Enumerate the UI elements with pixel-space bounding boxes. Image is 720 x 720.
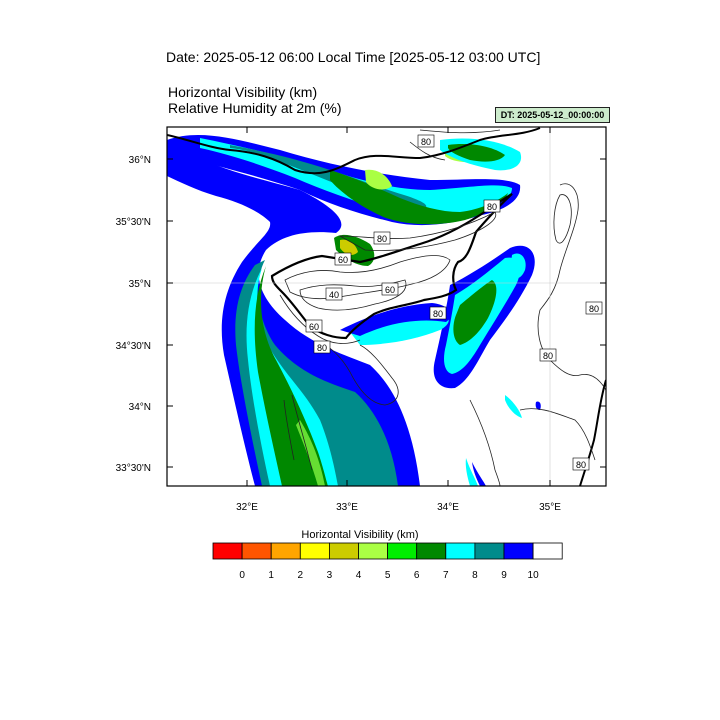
humidity-field-title: Relative Humidity at 2m (%) <box>168 100 342 116</box>
colorbar-tick-label: 1 <box>268 570 274 581</box>
contour-label: 80 <box>429 306 447 320</box>
lat-label: 36°N <box>129 155 151 166</box>
rh-contour-6 <box>409 129 501 161</box>
colorbar-swatch <box>445 542 476 560</box>
lon-label: 32°E <box>236 502 258 513</box>
visibility-colorbar <box>212 542 563 560</box>
colorbar-swatch <box>299 542 330 560</box>
svg-text:80: 80 <box>433 309 443 319</box>
colorbar-swatch <box>358 542 389 560</box>
contour-label: 80 <box>539 348 557 362</box>
colorbar-tick-label: 5 <box>385 570 391 581</box>
colorbar-swatch <box>270 542 301 560</box>
vis-band-north-green-2 <box>448 144 505 162</box>
lon-label: 34°E <box>437 502 459 513</box>
contour-label: 80 <box>585 301 603 315</box>
vis-band-west-green <box>254 266 328 486</box>
svg-text:60: 60 <box>338 255 348 265</box>
vis-band-south-coast-blue <box>340 303 451 336</box>
lon-label: 33°E <box>336 502 358 513</box>
svg-text:80: 80 <box>317 343 327 353</box>
colorbar-swatch <box>212 542 243 560</box>
vis-band-north-lime <box>365 169 392 190</box>
contour-label: 80 <box>417 134 435 148</box>
lon-label: 35°E <box>539 502 561 513</box>
lat-label: 35°30'N <box>116 217 151 228</box>
colorbar-swatch <box>387 542 418 560</box>
colorbar-tick-label: 2 <box>298 570 304 581</box>
vis-band-east-green <box>453 280 497 345</box>
visibility-field <box>167 127 606 486</box>
colorbar-tick-label: 0 <box>239 570 245 581</box>
colorbar-swatch <box>416 542 447 560</box>
vis-band-west-cyan <box>246 268 338 486</box>
contour-label: 80 <box>313 340 331 354</box>
contour-labels: 80 80 60 40 60 80 60 80 80 80 80 80 <box>305 134 603 471</box>
rh-contour-9 <box>469 399 501 486</box>
rh-contour-2 <box>299 279 407 311</box>
colorbar-tick-label: 6 <box>414 570 420 581</box>
rh-contour-8 <box>553 194 572 244</box>
contour-label: 80 <box>572 457 590 471</box>
vis-patch-east-1 <box>510 253 526 279</box>
svg-text:60: 60 <box>385 285 395 295</box>
colorbar-tick-label: 7 <box>443 570 449 581</box>
axis-ticks <box>167 127 606 486</box>
turkey-coastline <box>167 127 541 175</box>
lat-label: 34°30'N <box>116 341 151 352</box>
vis-cyprus-nw-yellow <box>340 239 358 255</box>
rh-contour-11 <box>283 394 313 471</box>
colorbar-swatch <box>532 542 563 560</box>
svg-text:80: 80 <box>576 460 586 470</box>
contour-label: 80 <box>483 199 501 213</box>
contour-label: 60 <box>334 252 352 266</box>
rh-contour-4 <box>279 294 361 344</box>
vis-patch-east-3 <box>535 401 541 410</box>
date-title: Date: 2025-05-12 06:00 Local Time [2025-… <box>166 49 541 65</box>
colorbar-tick-label: 3 <box>327 570 333 581</box>
svg-text:80: 80 <box>589 304 599 314</box>
svg-text:60: 60 <box>309 322 319 332</box>
svg-text:80: 80 <box>543 351 553 361</box>
colorbar-tick-label: 8 <box>472 570 478 581</box>
rh-contour-7 <box>537 183 606 391</box>
contour-label: 60 <box>305 319 323 333</box>
visibility-field-title: Horizontal Visibility (km) <box>168 84 318 100</box>
colorbar-title: Horizontal Visibility (km) <box>301 529 419 541</box>
vis-patch-south-1 <box>465 458 478 486</box>
colorbar-swatch <box>328 542 359 560</box>
vis-band-north-green <box>330 170 508 225</box>
lat-label: 33°30'N <box>116 463 151 474</box>
colorbar-swatch <box>241 542 272 560</box>
colorbar-tick-label: 9 <box>501 570 507 581</box>
dt-badge: DT: 2025-05-12_00:00:00 <box>495 107 610 123</box>
contour-label: 60 <box>381 282 399 296</box>
svg-text:80: 80 <box>487 202 497 212</box>
lon-labels: 32°E 33°E 34°E 35°E <box>236 502 561 513</box>
colorbar-swatch <box>503 542 534 560</box>
vis-patch-south-2 <box>472 462 486 486</box>
lat-label: 35°N <box>129 279 151 290</box>
svg-text:80: 80 <box>421 137 431 147</box>
levant-coastline <box>579 379 606 486</box>
svg-text:80: 80 <box>377 234 387 244</box>
lat-labels: 36°N 35°30'N 35°N 34°30'N 34°N 33°30'N <box>116 155 151 474</box>
lat-label: 34°N <box>129 402 151 413</box>
vis-patch-east-2 <box>505 395 522 418</box>
rh-contour-5 <box>319 341 399 406</box>
colorbar-tick-label: 10 <box>528 570 540 581</box>
rh-contour-10 <box>519 408 596 461</box>
svg-text:40: 40 <box>329 290 339 300</box>
contour-label: 40 <box>325 287 343 301</box>
rh-contour-1 <box>284 255 451 300</box>
map-frame <box>166 126 607 487</box>
colorbar-tick-label: 4 <box>356 570 362 581</box>
contour-label: 80 <box>373 231 391 245</box>
colorbar-ticks: 0 1 2 3 4 5 6 7 8 9 10 <box>239 570 539 581</box>
colorbar-swatch <box>474 542 505 560</box>
